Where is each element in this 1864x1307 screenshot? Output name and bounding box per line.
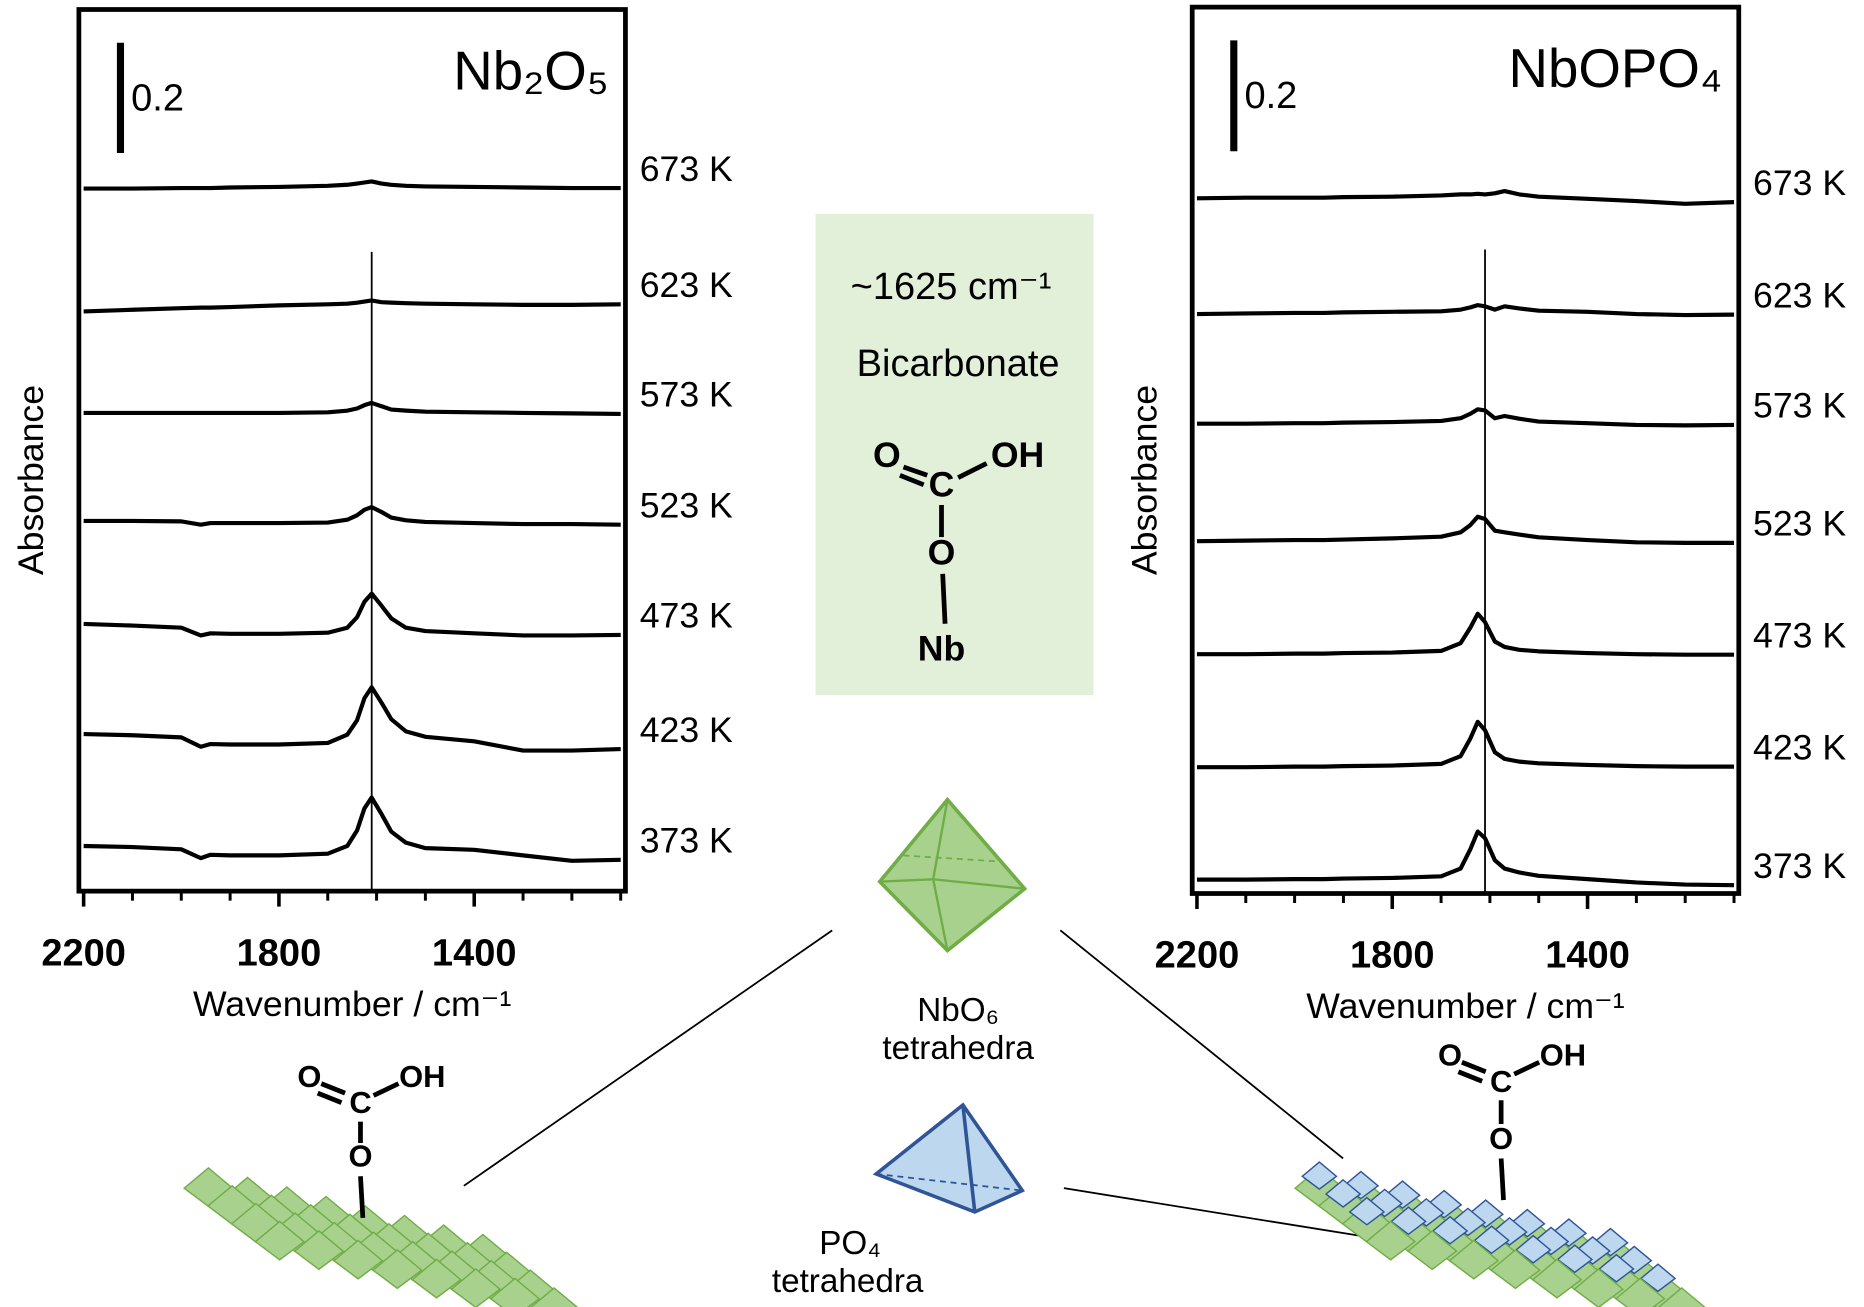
scale-bar-label: 0.2 (131, 77, 184, 119)
polyhedron-label: NbO₆ (917, 992, 999, 1029)
spectrum (1197, 305, 1734, 315)
series-label: 373 K (640, 821, 733, 861)
polyhedron-label: tetrahedra (882, 1030, 1034, 1067)
series-label: 623 K (640, 265, 733, 305)
series-label: 523 K (1753, 504, 1846, 544)
scale-bar-label: 0.2 (1244, 75, 1297, 117)
bond (374, 1084, 399, 1096)
series-label: 673 K (1753, 163, 1846, 203)
spectrum (84, 798, 621, 861)
x-tick-label: 1800 (237, 932, 322, 974)
polyhedron-label: tetrahedra (772, 1263, 924, 1300)
band-label: ~1625 cm⁻¹ (851, 266, 1052, 308)
polyhedron-label: PO₄ (819, 1225, 881, 1262)
figure: ~1625 cm⁻¹ Bicarbonate O C OH O Nb NbO₆ … (0, 0, 1864, 1307)
atom: C (349, 1085, 371, 1120)
y-axis-label: Absorbance (1124, 385, 1164, 575)
series-label: 423 K (640, 710, 733, 750)
octahedron-face (880, 800, 1025, 951)
tetrahedron (876, 1105, 1022, 1212)
x-tick-label: 1400 (1545, 935, 1630, 977)
atom: O (348, 1139, 372, 1174)
series-label: 423 K (1753, 727, 1846, 767)
atom: C (929, 465, 955, 505)
plot-frame (79, 10, 626, 892)
x-tick-label: 2200 (41, 932, 126, 974)
atom: Nb (918, 629, 966, 669)
atom: C (1490, 1064, 1512, 1099)
plot-frame (1192, 7, 1739, 893)
bond (1458, 1072, 1482, 1082)
bond (1462, 1062, 1486, 1072)
atom: O (297, 1059, 321, 1094)
bond (321, 1084, 345, 1094)
x-tick-label: 1400 (432, 932, 517, 974)
spectrum (1197, 614, 1734, 655)
series-label: 623 K (1753, 275, 1846, 315)
x-tick-label: 1800 (1350, 935, 1435, 977)
spectrum (1197, 831, 1734, 885)
atom: O (873, 435, 901, 475)
atom: O (1438, 1038, 1462, 1073)
atom: O (1489, 1121, 1513, 1156)
page: {"chart_data": [ {"type": "line", "title… (0, 0, 1864, 1307)
connector (464, 930, 832, 1185)
y-axis-label: Absorbance (11, 385, 51, 575)
chart-title: Nb₂O₅ (453, 40, 609, 101)
octahedron (880, 800, 1025, 951)
spectrum (1197, 409, 1734, 425)
bond (1501, 1158, 1503, 1200)
bond (318, 1093, 342, 1103)
spectrum (84, 687, 621, 750)
atom: OH (991, 435, 1044, 475)
spectrum (84, 403, 621, 414)
x-tick-label: 2200 (1155, 935, 1240, 977)
series-label: 573 K (640, 375, 733, 415)
series-label: 673 K (640, 149, 733, 189)
spectrum (84, 181, 621, 188)
series-label: 473 K (640, 596, 733, 636)
tetrahedron-face (876, 1105, 1022, 1212)
x-axis-label: Wavenumber / cm⁻¹ (1306, 986, 1625, 1026)
chart-title: NbOPO₄ (1509, 38, 1723, 99)
spectrum (84, 507, 621, 525)
species-label: Bicarbonate (857, 343, 1060, 385)
atom: O (928, 532, 956, 572)
series-label: 523 K (640, 485, 733, 525)
x-axis-label: Wavenumber / cm⁻¹ (193, 984, 512, 1024)
atom: OH (1540, 1038, 1586, 1073)
spectrum (84, 300, 621, 311)
series-label: 473 K (1753, 616, 1846, 656)
spectrum (1197, 722, 1734, 767)
series-label: 573 K (1753, 386, 1846, 426)
spectrum (84, 594, 621, 636)
series-label: 373 K (1753, 846, 1846, 886)
bond (360, 1176, 362, 1218)
bond (1514, 1062, 1539, 1074)
spectrum (1197, 191, 1734, 204)
bond (943, 574, 945, 624)
spectrum (1197, 517, 1734, 543)
atom: OH (399, 1059, 445, 1094)
